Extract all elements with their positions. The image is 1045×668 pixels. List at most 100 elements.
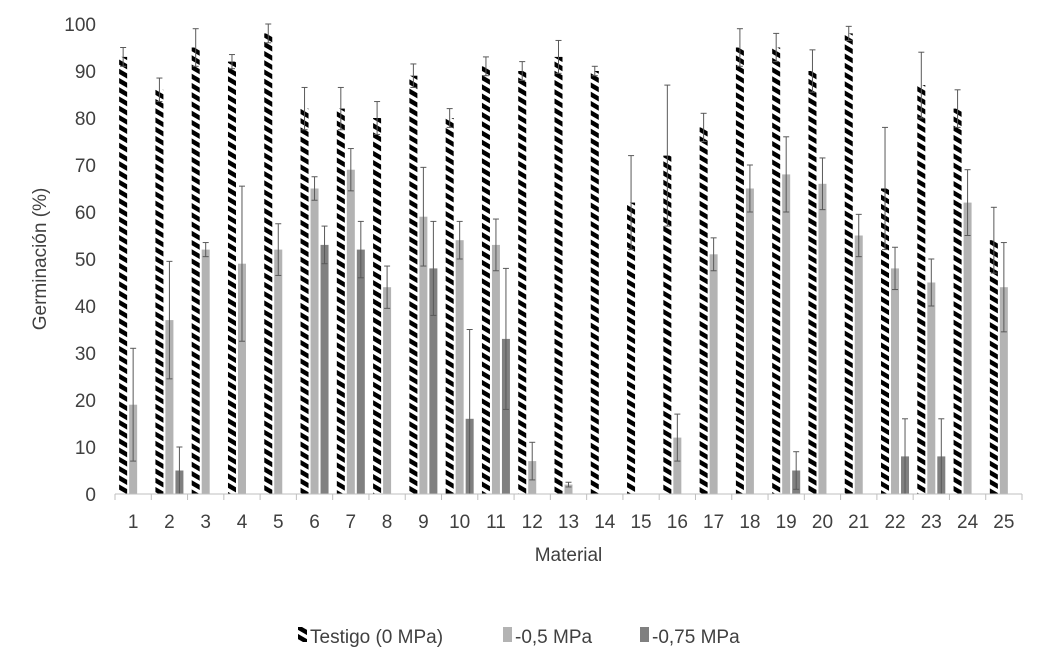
bar-testigo (264, 33, 273, 495)
x-tick-label: 7 (346, 512, 357, 533)
bar-neg-0-5-mpa (165, 320, 174, 494)
bar-neg-0-5-mpa (891, 268, 900, 494)
bar-testigo (481, 66, 490, 495)
x-tick-label: 12 (522, 512, 543, 533)
y-tick-label: 50 (75, 250, 96, 271)
bar-neg-0-75-mpa (356, 249, 365, 494)
x-tick-label: 25 (993, 512, 1014, 533)
bar-testigo (627, 202, 636, 494)
legend-label: -0,5 MPa (515, 627, 593, 648)
bar-neg-0-5-mpa (782, 174, 791, 494)
y-tick-label: 0 (85, 485, 96, 506)
x-tick-label: 1 (128, 512, 139, 533)
x-tick-label: 13 (558, 512, 579, 533)
legend-swatch (640, 627, 649, 642)
x-tick-label: 20 (812, 512, 833, 533)
legend-swatch (298, 627, 307, 642)
x-tick-label: 4 (237, 512, 248, 533)
y-tick-label: 20 (75, 391, 96, 412)
bar-testigo (917, 85, 926, 494)
legend-label: Testigo (0 MPa) (310, 627, 443, 648)
x-tick-label: 3 (200, 512, 211, 533)
bar-neg-0-5-mpa (346, 169, 355, 494)
bar-neg-0-5-mpa (673, 437, 682, 494)
bar-neg-0-5-mpa (564, 484, 573, 494)
bar-testigo (191, 47, 200, 494)
y-tick-label: 90 (75, 62, 96, 83)
x-tick-label: 19 (776, 512, 797, 533)
bar-testigo (373, 118, 382, 494)
bar-neg-0-5-mpa (745, 188, 754, 494)
bar-neg-0-5-mpa (999, 287, 1008, 494)
y-axis-title: Germinación (%) (30, 188, 51, 331)
bar-testigo (844, 33, 853, 495)
bar-testigo (989, 240, 998, 494)
y-tick-label: 100 (64, 15, 96, 36)
bar-testigo (554, 56, 563, 495)
y-axis-ticks: 0 10 20 30 40 50 60 70 80 90 100 (64, 15, 96, 506)
bar-testigo (772, 47, 781, 494)
y-tick-label: 80 (75, 109, 96, 130)
y-tick-label: 10 (75, 438, 96, 459)
x-tick-label: 23 (921, 512, 942, 533)
bar-testigo (808, 71, 817, 494)
bar-neg-0-5-mpa (383, 287, 392, 494)
bar-testigo (518, 71, 527, 494)
bar-neg-0-5-mpa (455, 240, 464, 494)
x-tick-label: 6 (309, 512, 320, 533)
x-tick-label: 8 (382, 512, 393, 533)
bar-testigo (155, 89, 164, 495)
x-tick-label: 21 (848, 512, 869, 533)
bar-neg-0-5-mpa (274, 249, 283, 494)
bar-testigo (699, 127, 708, 495)
x-tick-label: 15 (630, 512, 651, 533)
bar-neg-0-5-mpa (854, 235, 863, 494)
bar-testigo (590, 71, 599, 494)
y-tick-label: 30 (75, 344, 96, 365)
chart-bars (119, 33, 1008, 495)
x-tick-label: 14 (594, 512, 616, 533)
bar-testigo (735, 47, 744, 494)
bar-testigo (119, 56, 128, 495)
y-tick-label: 60 (75, 203, 96, 224)
bar-testigo (300, 108, 309, 494)
bar-neg-0-5-mpa (491, 244, 500, 494)
bar-testigo (409, 75, 418, 494)
bar-testigo (445, 118, 454, 494)
x-tick-label: 17 (703, 512, 724, 533)
chart-error-bars (120, 23, 1007, 495)
legend-swatch (503, 627, 512, 642)
x-axis-title: Material (535, 545, 603, 566)
bar-neg-0-5-mpa (927, 282, 936, 494)
bar-neg-0-5-mpa (237, 263, 246, 494)
x-tick-label: 11 (486, 512, 506, 533)
x-tick-label: 22 (884, 512, 905, 533)
bar-neg-0-5-mpa (419, 216, 428, 494)
x-tick-label: 24 (957, 512, 979, 533)
legend-label: -0,75 MPa (652, 627, 740, 648)
y-tick-label: 70 (75, 156, 96, 177)
bar-neg-0-5-mpa (818, 183, 827, 495)
bar-testigo (881, 188, 890, 494)
x-tick-label: 5 (273, 512, 284, 533)
bar-neg-0-75-mpa (501, 338, 510, 494)
x-tick-label: 10 (449, 512, 470, 533)
x-tick-label: 16 (667, 512, 688, 533)
x-tick-label: 18 (739, 512, 760, 533)
bar-testigo (953, 108, 962, 494)
x-tick-label: 9 (418, 512, 429, 533)
bar-testigo (663, 155, 672, 494)
bar-neg-0-75-mpa (320, 244, 329, 494)
bar-neg-0-5-mpa (963, 202, 972, 494)
y-tick-label: 40 (75, 297, 96, 318)
x-axis-ticks: 1 2 3 4 5 6 7 8 9 10 11 12 13 14 15 16 17 18 19 20 21 22 23 24 2… (114, 494, 1023, 533)
bar-neg-0-75-mpa (429, 268, 438, 494)
chart-legend: Testigo (0 MPa) -0,5 MPa -0,75 MPa (298, 627, 740, 648)
bar-neg-0-5-mpa (201, 249, 210, 494)
bar-testigo (227, 61, 236, 494)
bar-neg-0-5-mpa (310, 188, 319, 494)
bar-testigo (336, 108, 345, 494)
x-tick-label: 2 (164, 512, 175, 533)
bar-neg-0-5-mpa (709, 254, 718, 494)
